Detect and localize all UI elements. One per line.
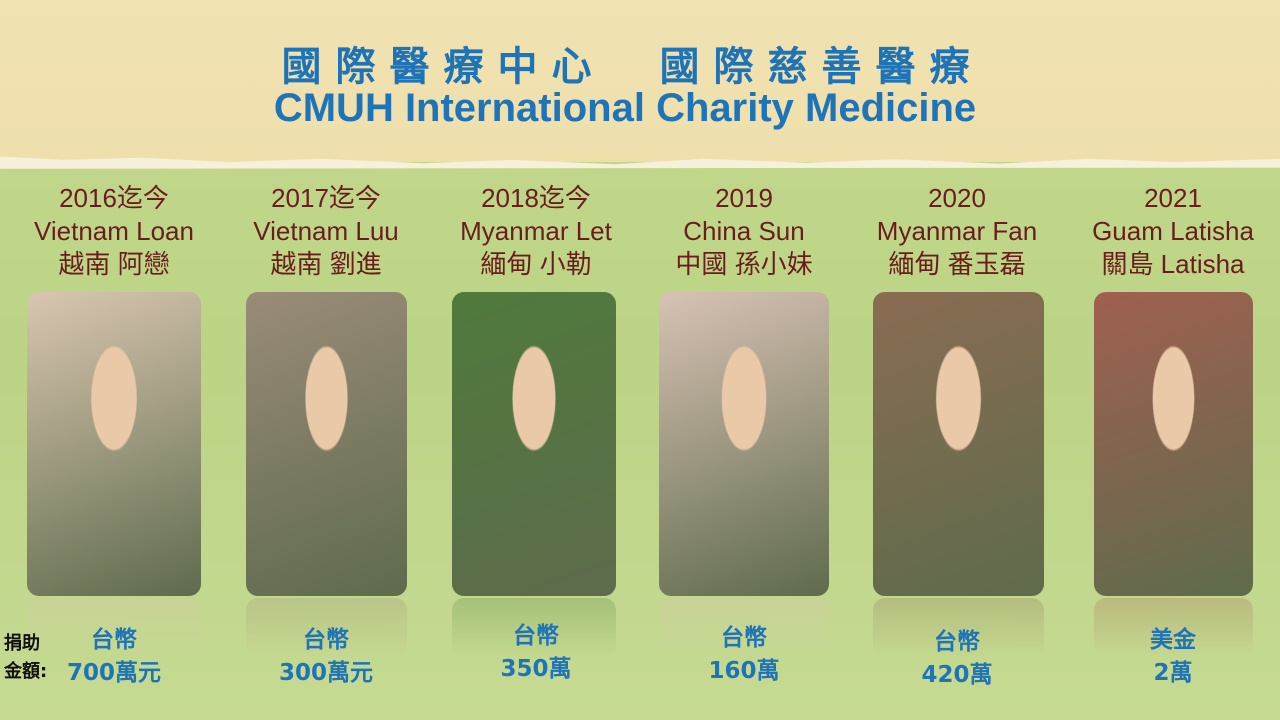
- patient-name-zh: 越南 劉進: [270, 249, 382, 279]
- patient-caption: 2021 Guam Latisha 關島 Latisha: [1063, 182, 1280, 281]
- photo-reflection: [659, 598, 829, 658]
- donation-amount: 台幣 420萬: [867, 626, 1047, 692]
- label-line-2: 金額:: [4, 661, 48, 682]
- patient-year: 2019: [715, 183, 773, 213]
- patient-year: 2021: [1144, 183, 1202, 213]
- patient-year: 2018迄今: [481, 183, 591, 213]
- label-line-1: 捐助: [4, 633, 40, 654]
- patient-photo: [1094, 292, 1253, 596]
- donation-amount: 台幣 160萬: [654, 622, 834, 688]
- patient-photo: [659, 292, 829, 596]
- patient-name-en: Vietnam Loan: [34, 216, 194, 246]
- patient-caption: 2019 China Sun 中國 孫小妹: [634, 182, 854, 281]
- donation-amount: 美金 2萬: [1083, 624, 1263, 690]
- title-chinese: 國際醫療中心 國際慈善醫療: [281, 44, 984, 90]
- patient-year: 2017迄今: [271, 183, 381, 213]
- photo-reflection: [452, 598, 616, 658]
- amount: 350萬: [500, 656, 572, 682]
- patient-photo: [873, 292, 1044, 596]
- donation-amount: 台幣 700萬元: [24, 624, 204, 690]
- patient-photo: [246, 292, 407, 596]
- patient-caption: 2017迄今 Vietnam Luu 越南 劉進: [216, 182, 436, 281]
- patient-name-zh: 中國 孫小妹: [675, 249, 813, 279]
- patient-name-zh: 越南 阿戀: [58, 249, 170, 279]
- patient-name-en: Guam Latisha: [1092, 216, 1254, 246]
- patient-name-en: Myanmar Fan: [876, 216, 1038, 246]
- photo-reflection: [27, 598, 201, 658]
- patient-name-zh: 緬甸 番玉磊: [888, 249, 1026, 279]
- patient-caption: 2016迄今 Vietnam Loan 越南 阿戀: [4, 182, 224, 281]
- photo-reflection: [1094, 598, 1253, 658]
- amount: 2萬: [1153, 660, 1193, 686]
- patient-name-zh: 關島 Latisha: [1101, 249, 1245, 279]
- donation-amount: 台幣 300萬元: [236, 624, 416, 690]
- patient-caption: 2020 Myanmar Fan 緬甸 番玉磊: [847, 182, 1067, 281]
- amount: 160萬: [708, 658, 780, 684]
- photo-reflection: [873, 598, 1044, 658]
- photo-reflection: [246, 598, 407, 658]
- currency: 台幣: [91, 627, 137, 653]
- patient-photo: [452, 292, 616, 596]
- currency: 台幣: [721, 625, 767, 651]
- amount: 700萬元: [66, 660, 161, 686]
- amount: 300萬元: [278, 660, 373, 686]
- currency: 台幣: [513, 623, 559, 649]
- header-banner: [0, 0, 1280, 162]
- currency: 台幣: [934, 629, 980, 655]
- patient-name-en: Vietnam Luu: [253, 216, 399, 246]
- donation-amount-label: 捐助 金額:: [4, 630, 47, 686]
- donation-amount: 台幣 350萬: [446, 620, 626, 686]
- patient-name-zh: 緬甸 小勒: [480, 249, 592, 279]
- patient-name-en: China Sun: [683, 216, 805, 246]
- patient-name-en: Myanmar Let: [460, 216, 612, 246]
- currency: 台幣: [303, 627, 349, 653]
- title-english: CMUH International Charity Medicine: [273, 86, 977, 130]
- patient-year: 2016迄今: [59, 183, 169, 213]
- patient-year: 2020: [928, 183, 986, 213]
- patient-photo: [27, 292, 201, 596]
- patient-caption: 2018迄今 Myanmar Let 緬甸 小勒: [426, 182, 646, 281]
- amount: 420萬: [921, 662, 993, 688]
- currency: 美金: [1150, 627, 1196, 653]
